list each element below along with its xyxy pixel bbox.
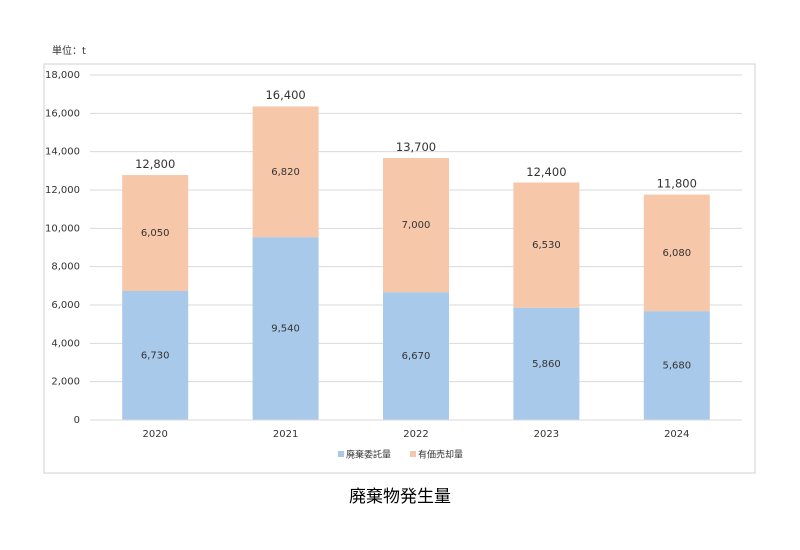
- chart-title: 廃棄物発生量: [349, 487, 451, 507]
- value-label: 5,680: [662, 361, 691, 372]
- value-label: 9,540: [271, 324, 300, 335]
- chart-frame: [43, 63, 756, 474]
- y-tick-label: 10,000: [45, 223, 80, 234]
- total-label: 12,800: [135, 157, 175, 171]
- bar-segment: [383, 292, 449, 420]
- x-tick-label: 2023: [534, 429, 559, 440]
- total-label: 11,800: [657, 176, 697, 190]
- value-label: 6,530: [532, 240, 561, 251]
- bar-segment: [122, 291, 189, 420]
- x-tick-label: 2024: [664, 429, 689, 440]
- bar-segment: [252, 106, 319, 238]
- unit-label: 単位：t: [52, 44, 86, 57]
- value-label: 6,730: [141, 351, 170, 362]
- legend-swatch: [410, 451, 416, 457]
- y-tick-label: 12,000: [45, 185, 80, 196]
- bar-segment: [252, 237, 319, 420]
- bar-segment: [383, 157, 449, 293]
- y-tick-label: 6,000: [51, 300, 80, 311]
- y-tick-label: 18,000: [45, 70, 80, 81]
- y-tick-label: 8,000: [51, 262, 80, 273]
- y-tick-label: 4,000: [51, 338, 80, 349]
- y-tick-label: 16,000: [45, 108, 80, 119]
- total-label: 16,400: [265, 88, 305, 102]
- value-label: 6,050: [141, 228, 170, 239]
- value-label: 6,670: [402, 351, 431, 362]
- x-tick-label: 2022: [403, 429, 428, 440]
- legend-swatch: [338, 451, 344, 457]
- bar-segment: [643, 311, 710, 420]
- bar-segment: [643, 194, 710, 312]
- legend-label: 廃棄委託量: [346, 449, 391, 461]
- bar-segment: [513, 182, 580, 308]
- x-tick-label: 2020: [142, 429, 167, 440]
- legend-label: 有価売却量: [418, 449, 463, 461]
- value-label: 5,860: [532, 359, 561, 370]
- value-label: 6,080: [662, 248, 691, 259]
- y-tick-label: 2,000: [51, 377, 80, 388]
- bar-segment: [513, 307, 580, 420]
- total-label: 12,400: [526, 165, 566, 179]
- value-label: 6,820: [271, 167, 300, 178]
- value-label: 7,000: [402, 220, 431, 231]
- y-tick-label: 14,000: [45, 147, 80, 158]
- x-tick-label: 2021: [273, 429, 298, 440]
- bar-segment: [122, 175, 189, 292]
- total-label: 13,700: [396, 140, 436, 154]
- y-tick-label: 0: [74, 415, 80, 426]
